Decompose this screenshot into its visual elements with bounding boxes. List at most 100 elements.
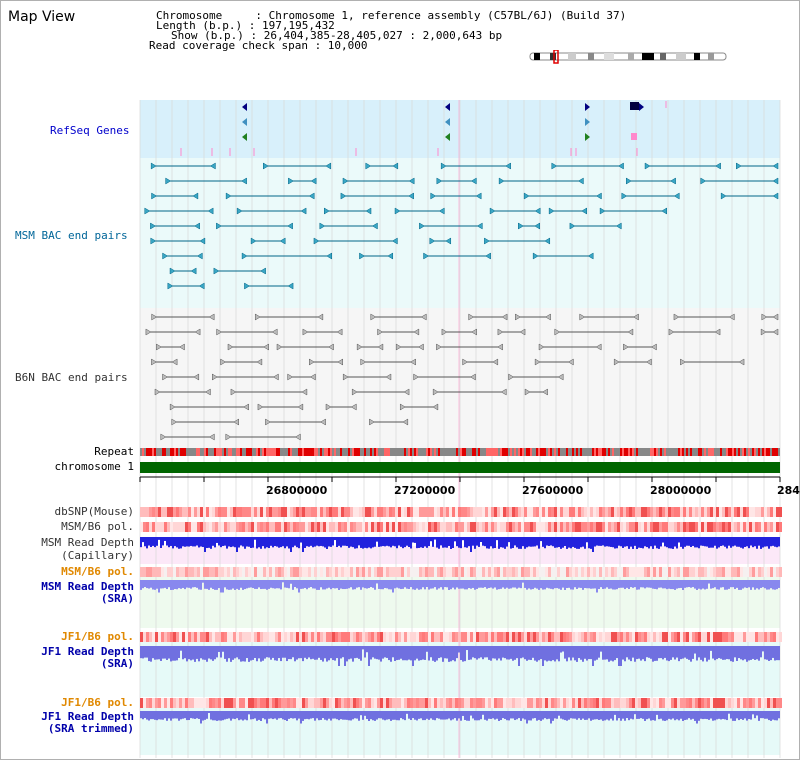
chromosome-ideogram[interactable] bbox=[528, 50, 730, 64]
heat-cell bbox=[386, 698, 389, 708]
heat-cell bbox=[368, 522, 371, 532]
repeat-band bbox=[358, 448, 360, 456]
depth-bar bbox=[470, 711, 472, 716]
depth-bar bbox=[590, 537, 592, 549]
heat-cell bbox=[386, 632, 389, 642]
heat-cell bbox=[608, 507, 611, 517]
msm-b6-pol-label[interactable]: MSM/B6 pol. bbox=[61, 520, 134, 533]
depth-bar bbox=[452, 711, 454, 720]
depth-bar bbox=[670, 580, 672, 590]
msm-depth-capillary-label[interactable]: MSM Read Depth bbox=[41, 536, 134, 549]
depth-bar bbox=[566, 711, 568, 721]
heat-cell bbox=[356, 567, 359, 577]
depth-bar bbox=[596, 646, 598, 660]
depth-bar bbox=[720, 711, 722, 720]
repeat-band bbox=[656, 448, 658, 456]
heat-cell bbox=[749, 698, 752, 708]
depth-bar bbox=[362, 580, 364, 588]
depth-bar bbox=[232, 537, 234, 547]
repeat-band bbox=[686, 448, 688, 456]
heat-cell bbox=[185, 632, 188, 642]
heat-cell bbox=[746, 567, 749, 577]
depth-bar bbox=[668, 580, 670, 589]
heat-cell bbox=[587, 698, 590, 708]
heat-cell bbox=[251, 507, 254, 517]
heat-cell bbox=[152, 632, 155, 642]
heat-cell bbox=[365, 522, 368, 532]
repeat-band bbox=[274, 448, 276, 456]
heat-cell bbox=[701, 698, 704, 708]
heat-cell bbox=[533, 632, 536, 642]
heat-cell bbox=[323, 698, 326, 708]
msm-depth-sra-label[interactable]: MSM Read Depth bbox=[41, 580, 134, 593]
depth-bar bbox=[768, 537, 770, 549]
heat-cell bbox=[419, 522, 422, 532]
depth-bar bbox=[236, 537, 238, 552]
bac-end-marker bbox=[497, 328, 504, 336]
heat-cell bbox=[272, 507, 275, 517]
heat-cell bbox=[587, 567, 590, 577]
depth-bar bbox=[176, 646, 178, 661]
heat-cell bbox=[566, 567, 569, 577]
heat-cell bbox=[722, 632, 725, 642]
jf1-b6-pol-trim-label[interactable]: JF1/B6 pol. bbox=[61, 696, 134, 709]
depth-bar bbox=[252, 646, 254, 660]
repeat-label[interactable]: Repeat bbox=[94, 445, 134, 458]
heat-cell bbox=[320, 632, 323, 642]
heat-cell bbox=[470, 632, 473, 642]
depth-bar bbox=[454, 537, 456, 542]
b6n-bac-label[interactable]: B6N BAC end pairs bbox=[15, 371, 128, 384]
heat-cell bbox=[443, 567, 446, 577]
msm-bac-label[interactable]: MSM BAC end pairs bbox=[15, 229, 128, 242]
heat-cell bbox=[437, 632, 440, 642]
jf1-depth-sra-label[interactable]: JF1 Read Depth bbox=[41, 645, 134, 658]
dbsnp-label[interactable]: dbSNP(Mouse) bbox=[54, 505, 134, 518]
refseq-genes-label[interactable]: RefSeq Genes bbox=[50, 124, 130, 137]
heat-cell bbox=[311, 522, 314, 532]
chromosome-track-label[interactable]: chromosome 1 bbox=[54, 460, 134, 473]
depth-bar bbox=[260, 580, 262, 590]
depth-bar bbox=[608, 711, 610, 721]
depth-bar bbox=[430, 537, 432, 542]
depth-bar bbox=[542, 580, 544, 590]
heat-cell bbox=[239, 632, 242, 642]
depth-bar bbox=[272, 580, 274, 589]
depth-bar bbox=[476, 537, 478, 546]
heat-cell bbox=[608, 567, 611, 577]
depth-bar bbox=[542, 537, 544, 547]
heat-cell bbox=[542, 507, 545, 517]
jf1-depth-trim-label[interactable]: JF1 Read Depth bbox=[41, 710, 134, 723]
depth-bar bbox=[348, 580, 350, 589]
axis-tick-label: 284 bbox=[777, 484, 800, 497]
msm-b6-pol-sra-label[interactable]: MSM/B6 pol. bbox=[61, 565, 134, 578]
depth-bar bbox=[340, 646, 342, 659]
depth-bar bbox=[432, 580, 434, 589]
jf1-b6-pol-label[interactable]: JF1/B6 pol. bbox=[61, 630, 134, 643]
bac-end-marker bbox=[599, 207, 606, 215]
refseq-gene bbox=[242, 133, 247, 141]
heat-cell bbox=[602, 698, 605, 708]
repeat-band bbox=[152, 448, 154, 456]
bac-end-marker bbox=[445, 237, 452, 245]
heat-cell bbox=[281, 632, 284, 642]
depth-bar bbox=[180, 580, 182, 589]
heat-cell bbox=[491, 522, 494, 532]
heat-cell bbox=[143, 522, 146, 532]
heat-cell bbox=[662, 522, 665, 532]
heat-cell bbox=[341, 567, 344, 577]
depth-bar bbox=[734, 580, 736, 590]
depth-bar bbox=[416, 711, 418, 721]
heat-cell bbox=[668, 698, 671, 708]
heat-cell bbox=[218, 632, 221, 642]
repeat-band bbox=[738, 448, 740, 456]
heat-cell bbox=[593, 567, 596, 577]
depth-bar bbox=[368, 580, 370, 589]
depth-bar bbox=[378, 711, 380, 719]
depth-bar bbox=[454, 711, 456, 719]
heat-cell bbox=[269, 632, 272, 642]
depth-bar bbox=[376, 537, 378, 542]
depth-bar bbox=[716, 646, 718, 660]
heat-cell bbox=[299, 567, 302, 577]
depth-bar bbox=[618, 711, 620, 719]
